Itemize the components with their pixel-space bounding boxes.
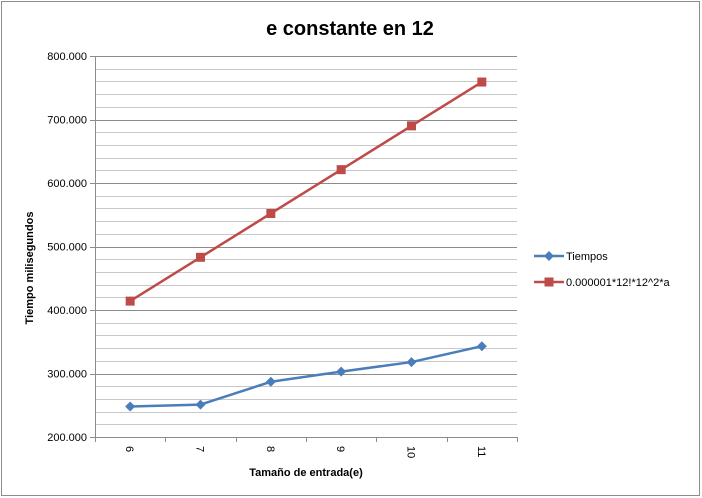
data-point — [125, 296, 135, 306]
series-1 — [125, 341, 487, 412]
gridlines — [95, 56, 517, 425]
data-point — [266, 208, 276, 218]
y-tick-label: 800.000 — [47, 51, 87, 63]
x-tick-label: 7 — [194, 446, 206, 452]
y-tick-label: 300.000 — [47, 369, 87, 381]
series — [125, 77, 487, 412]
data-point — [125, 401, 136, 412]
legend: Tiempos 0.000001*12!*12^2*a — [534, 251, 671, 289]
data-point — [195, 399, 206, 410]
x-tick-label: 6 — [123, 446, 135, 452]
legend-label: Tiempos — [566, 251, 608, 263]
data-point — [265, 376, 276, 387]
axes — [90, 56, 518, 442]
y-tick-label: 400.000 — [47, 305, 87, 317]
y-tick-label: 200.000 — [47, 432, 87, 444]
x-tick-label: 11 — [475, 446, 487, 457]
series-line — [129, 80, 483, 303]
y-tick-label: 500.000 — [47, 242, 87, 254]
x-tick-label: 10 — [405, 446, 417, 458]
series-line — [130, 344, 483, 408]
data-point — [406, 357, 417, 368]
data-point — [477, 77, 487, 87]
series-2 — [125, 77, 487, 306]
x-tick-label: 8 — [264, 446, 276, 452]
legend-label: 0.000001*12!*12^2*a — [566, 277, 671, 289]
x-axis-label: Tamaño de entrada(e) — [249, 467, 363, 479]
data-point — [476, 341, 487, 352]
y-axis-label: Tiempo milisegundos — [24, 212, 36, 325]
y-axis-ticks: 200.000 300.000 400.000 500.000 600.000 700.0… — [47, 51, 87, 444]
data-point — [336, 165, 346, 175]
data-point — [407, 121, 416, 131]
x-axis-ticks: 6 7 8 9 10 11 — [123, 446, 487, 458]
legend-marker — [544, 277, 554, 287]
y-tick-label: 600.000 — [47, 178, 87, 190]
legend-marker — [544, 251, 554, 261]
legend-item: Tiempos — [534, 251, 608, 263]
y-tick-label: 700.000 — [47, 115, 87, 127]
legend-item: 0.000001*12!*12^2*a — [534, 277, 671, 289]
chart-title: e constante en 12 — [266, 18, 434, 40]
data-point — [336, 366, 347, 377]
x-tick-label: 9 — [334, 446, 346, 452]
data-point — [196, 252, 205, 262]
